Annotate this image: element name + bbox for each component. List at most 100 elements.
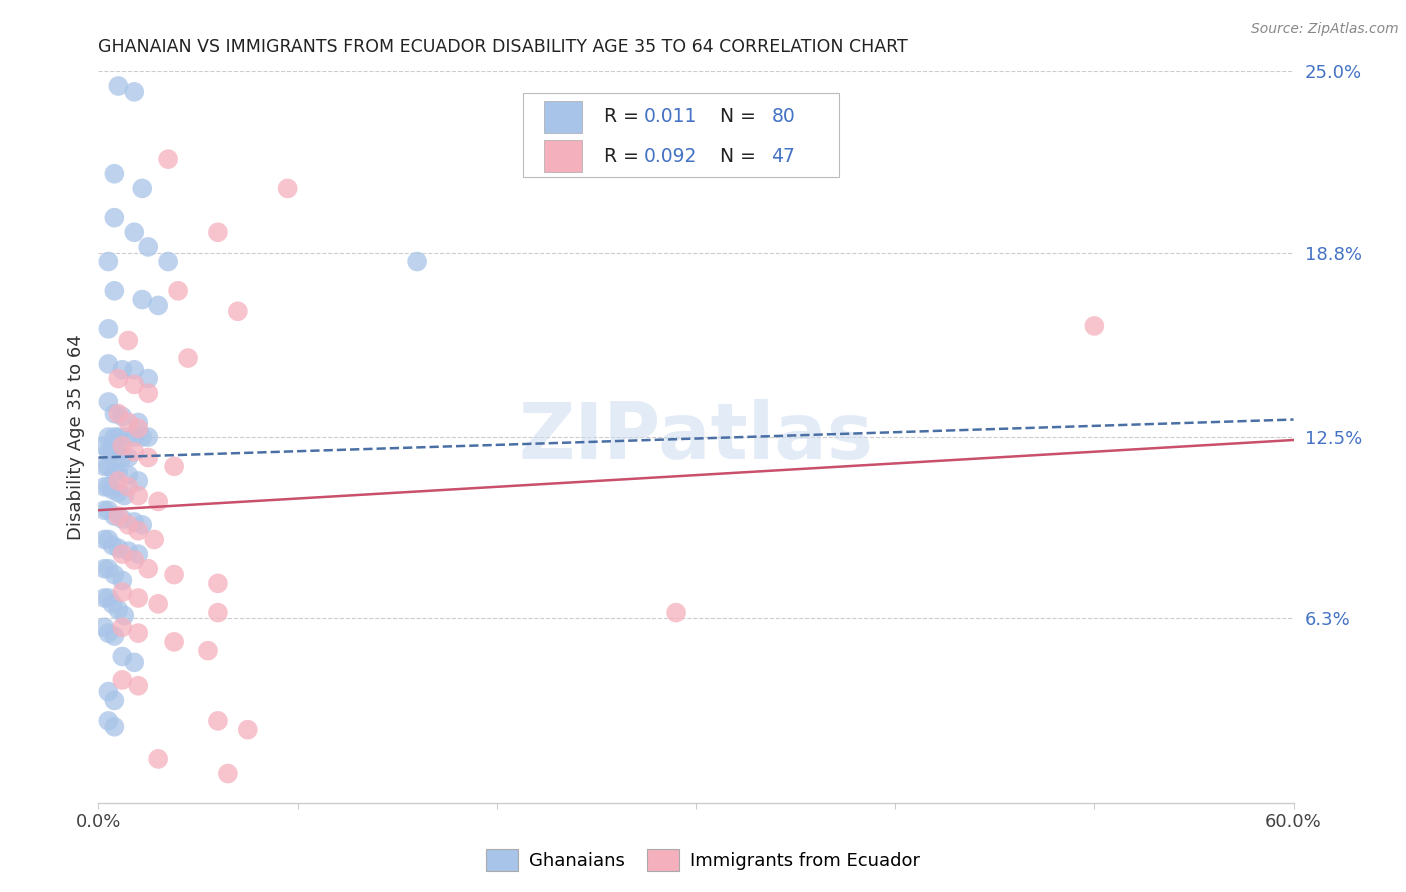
Point — [93, 439, 115, 453]
Point — [665, 606, 688, 620]
Point — [97, 503, 120, 517]
Point — [117, 517, 139, 532]
Point — [226, 304, 249, 318]
Point — [127, 524, 149, 538]
Point — [97, 533, 120, 547]
Point — [117, 468, 139, 483]
Point — [148, 494, 170, 508]
Point — [115, 430, 138, 444]
Point — [124, 430, 146, 444]
Text: R =: R = — [605, 147, 645, 166]
Point — [97, 714, 120, 728]
Point — [111, 574, 134, 588]
Point — [107, 371, 129, 385]
Text: GHANAIAN VS IMMIGRANTS FROM ECUADOR DISABILITY AGE 35 TO 64 CORRELATION CHART: GHANAIAN VS IMMIGRANTS FROM ECUADOR DISA… — [98, 38, 908, 56]
Point — [131, 293, 153, 307]
Point — [207, 225, 229, 239]
Text: 47: 47 — [772, 147, 796, 166]
Point — [97, 459, 120, 474]
Text: Source: ZipAtlas.com: Source: ZipAtlas.com — [1251, 22, 1399, 37]
Point — [97, 591, 120, 605]
Point — [163, 459, 186, 474]
Point — [97, 480, 120, 494]
Point — [112, 489, 135, 503]
Point — [136, 430, 159, 444]
Point — [111, 409, 134, 424]
Point — [103, 465, 125, 479]
Point — [97, 322, 120, 336]
Point — [117, 450, 139, 465]
Point — [103, 720, 125, 734]
Point — [127, 416, 149, 430]
Point — [131, 181, 153, 195]
Point — [136, 371, 159, 385]
Point — [93, 480, 115, 494]
Point — [124, 85, 146, 99]
Point — [107, 603, 129, 617]
Point — [117, 544, 139, 558]
Point — [177, 351, 200, 365]
Y-axis label: Disability Age 35 to 64: Disability Age 35 to 64 — [66, 334, 84, 540]
Point — [207, 714, 229, 728]
Point — [93, 591, 115, 605]
Point — [136, 562, 159, 576]
Point — [127, 591, 149, 605]
Point — [111, 450, 134, 465]
Legend: Ghanaians, Immigrants from Ecuador: Ghanaians, Immigrants from Ecuador — [478, 842, 928, 879]
Point — [117, 480, 139, 494]
Point — [124, 656, 146, 670]
Point — [207, 606, 229, 620]
Point — [111, 585, 134, 599]
Text: ZIPatlas: ZIPatlas — [519, 399, 873, 475]
Point — [107, 430, 129, 444]
Point — [107, 407, 129, 421]
Point — [97, 684, 120, 698]
Text: 80: 80 — [772, 107, 794, 127]
Point — [103, 629, 125, 643]
Point — [131, 430, 153, 444]
Point — [107, 509, 129, 524]
Point — [127, 626, 149, 640]
Point — [97, 395, 120, 409]
Point — [97, 444, 120, 458]
Point — [236, 723, 259, 737]
Text: R =: R = — [605, 107, 645, 127]
Point — [127, 547, 149, 561]
Point — [124, 363, 146, 377]
Point — [136, 240, 159, 254]
Text: 0.011: 0.011 — [644, 107, 697, 127]
Point — [107, 541, 129, 556]
Point — [117, 334, 139, 348]
Text: 0.092: 0.092 — [644, 147, 697, 166]
Point — [124, 377, 146, 392]
Point — [107, 485, 129, 500]
Point — [124, 515, 146, 529]
Point — [93, 459, 115, 474]
Point — [112, 608, 135, 623]
Point — [136, 450, 159, 465]
Point — [107, 474, 129, 488]
Point — [124, 225, 146, 239]
Point — [111, 439, 134, 453]
Point — [103, 693, 125, 707]
Point — [111, 673, 134, 687]
Point — [127, 679, 149, 693]
Point — [117, 416, 139, 430]
Point — [127, 474, 149, 488]
Point — [101, 538, 124, 552]
Point — [1083, 318, 1105, 333]
Point — [167, 284, 190, 298]
Point — [277, 181, 299, 195]
Point — [93, 503, 115, 517]
Point — [107, 78, 129, 93]
Point — [111, 363, 134, 377]
Point — [148, 752, 170, 766]
Point — [97, 562, 120, 576]
Point — [97, 626, 120, 640]
Point — [103, 167, 125, 181]
Point — [111, 620, 134, 634]
Point — [111, 512, 134, 526]
Text: N =: N = — [709, 147, 762, 166]
Point — [406, 254, 429, 268]
Point — [93, 533, 115, 547]
